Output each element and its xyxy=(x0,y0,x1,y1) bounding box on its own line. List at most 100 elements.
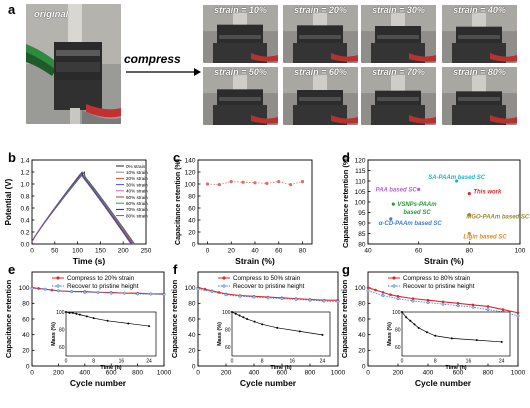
inset-x-tick-label: 16 xyxy=(466,359,472,365)
y-tick-label: 40 xyxy=(358,332,366,339)
legend-label: 50% strain xyxy=(126,195,148,200)
retention-point xyxy=(289,183,293,187)
mass-point xyxy=(321,333,324,336)
inset-y-tick-label: 60 xyxy=(59,345,65,351)
inset-y-tick-label: 80 xyxy=(395,327,401,333)
mass-line xyxy=(65,311,150,327)
compress-point xyxy=(411,297,415,300)
recover-point xyxy=(280,297,284,301)
mass-point xyxy=(450,337,453,340)
gcd-curve xyxy=(31,173,132,245)
y-tick-label: 80 xyxy=(188,301,196,308)
y-tick-label: 100 xyxy=(355,199,366,206)
y-tick-label: 0 xyxy=(26,363,30,370)
compress-series-line xyxy=(367,287,519,314)
plot-frame xyxy=(31,159,147,245)
x-tick-label: 800 xyxy=(305,370,316,377)
compress-arrow xyxy=(126,68,201,76)
retention-point xyxy=(300,180,305,184)
legend-marker xyxy=(392,284,396,288)
comparison-point xyxy=(467,213,471,217)
strain-photo: strain = 30% xyxy=(361,5,436,63)
compress-point xyxy=(486,305,490,308)
mass-point xyxy=(425,331,428,334)
inset-x-tick-label: 8 xyxy=(261,359,264,365)
recover-point xyxy=(136,292,140,296)
recover-point xyxy=(266,296,270,300)
recover-point xyxy=(56,289,60,293)
legend-label: 40% strain xyxy=(126,189,148,194)
inset-x-tick-label: 0 xyxy=(65,359,68,365)
inset-x-tick-label: 24 xyxy=(320,359,326,365)
comparison-label: PAA based SC xyxy=(376,187,418,193)
y-tick-label: 80 xyxy=(188,193,196,200)
mass-point xyxy=(253,320,256,323)
x-tick-label: 0 xyxy=(366,370,370,377)
inset-frame xyxy=(401,311,511,357)
recover-point xyxy=(122,291,126,295)
strain-photo: strain = 50% xyxy=(203,67,278,125)
y-tick-label: 40 xyxy=(22,332,30,339)
inset-x-tick-label: 8 xyxy=(434,359,437,365)
mass-point xyxy=(405,316,408,319)
original-device-illustration xyxy=(26,4,121,124)
comparison-label: MGO-PAAm based SC xyxy=(466,215,530,221)
y-tick-label: 110 xyxy=(355,178,366,185)
recover-point xyxy=(224,293,228,297)
inset-y-tick-label: 60 xyxy=(225,345,231,351)
recover-point xyxy=(456,304,460,308)
recover-point xyxy=(238,294,242,298)
recover-point xyxy=(252,295,256,299)
recover-point xyxy=(396,297,400,301)
mass-point xyxy=(261,323,264,326)
panel-letter-c: c xyxy=(173,150,181,165)
mass-point xyxy=(85,315,88,318)
mass-point xyxy=(276,326,279,329)
inset-y-label: Mass (%) xyxy=(51,322,57,346)
y-tick-label: 100 xyxy=(185,181,196,188)
x-tick-label: 60 xyxy=(275,248,283,255)
panel-letter-g: g xyxy=(342,262,350,277)
comparison-label: α-CD-PAAm based SC xyxy=(379,221,443,227)
y-tick-label: 20 xyxy=(188,229,196,236)
inset-x-tick-label: 0 xyxy=(401,359,404,365)
strain-photo: strain = 40% xyxy=(442,5,517,63)
inset-frame xyxy=(65,311,157,357)
strain-photo: strain = 70% xyxy=(361,67,436,125)
recover-point xyxy=(471,305,475,309)
original-photo: original xyxy=(26,4,121,124)
recover-point xyxy=(149,292,153,296)
x-axis-label: Cycle number xyxy=(70,378,127,388)
x-tick-label: 1000 xyxy=(157,370,172,377)
strain-label: strain = 10% xyxy=(214,5,267,15)
recover-point xyxy=(486,308,490,312)
recover-point xyxy=(30,286,34,291)
x-axis-label: Strain (%) xyxy=(235,256,275,266)
recover-point xyxy=(516,314,520,318)
recover-point xyxy=(162,293,166,297)
panel-letter-b: b xyxy=(8,150,16,165)
y-tick-label: 40 xyxy=(188,332,196,339)
y-tick-label: 20 xyxy=(358,348,366,355)
comparison-label-line2: based SC xyxy=(403,210,431,216)
compress-point xyxy=(203,287,207,291)
mass-point xyxy=(238,314,241,317)
legend-marker xyxy=(222,284,226,288)
compress-point xyxy=(396,294,400,298)
x-tick-label: 80 xyxy=(466,248,474,255)
mass-point xyxy=(242,316,245,319)
original-label: original xyxy=(34,9,69,20)
mass-point xyxy=(71,311,74,314)
compress-point xyxy=(366,286,370,289)
compress-point xyxy=(374,288,377,292)
y-tick-label: 0.2 xyxy=(20,229,29,236)
strain-label: strain = 70% xyxy=(372,67,425,77)
y-tick-label: 0.4 xyxy=(20,217,29,224)
retention-line xyxy=(207,181,303,185)
legend-marker xyxy=(222,276,226,280)
strain-photo: strain = 20% xyxy=(283,5,358,63)
legend-label: 80% strain xyxy=(126,213,148,218)
inset-x-tick-label: 8 xyxy=(92,359,95,365)
